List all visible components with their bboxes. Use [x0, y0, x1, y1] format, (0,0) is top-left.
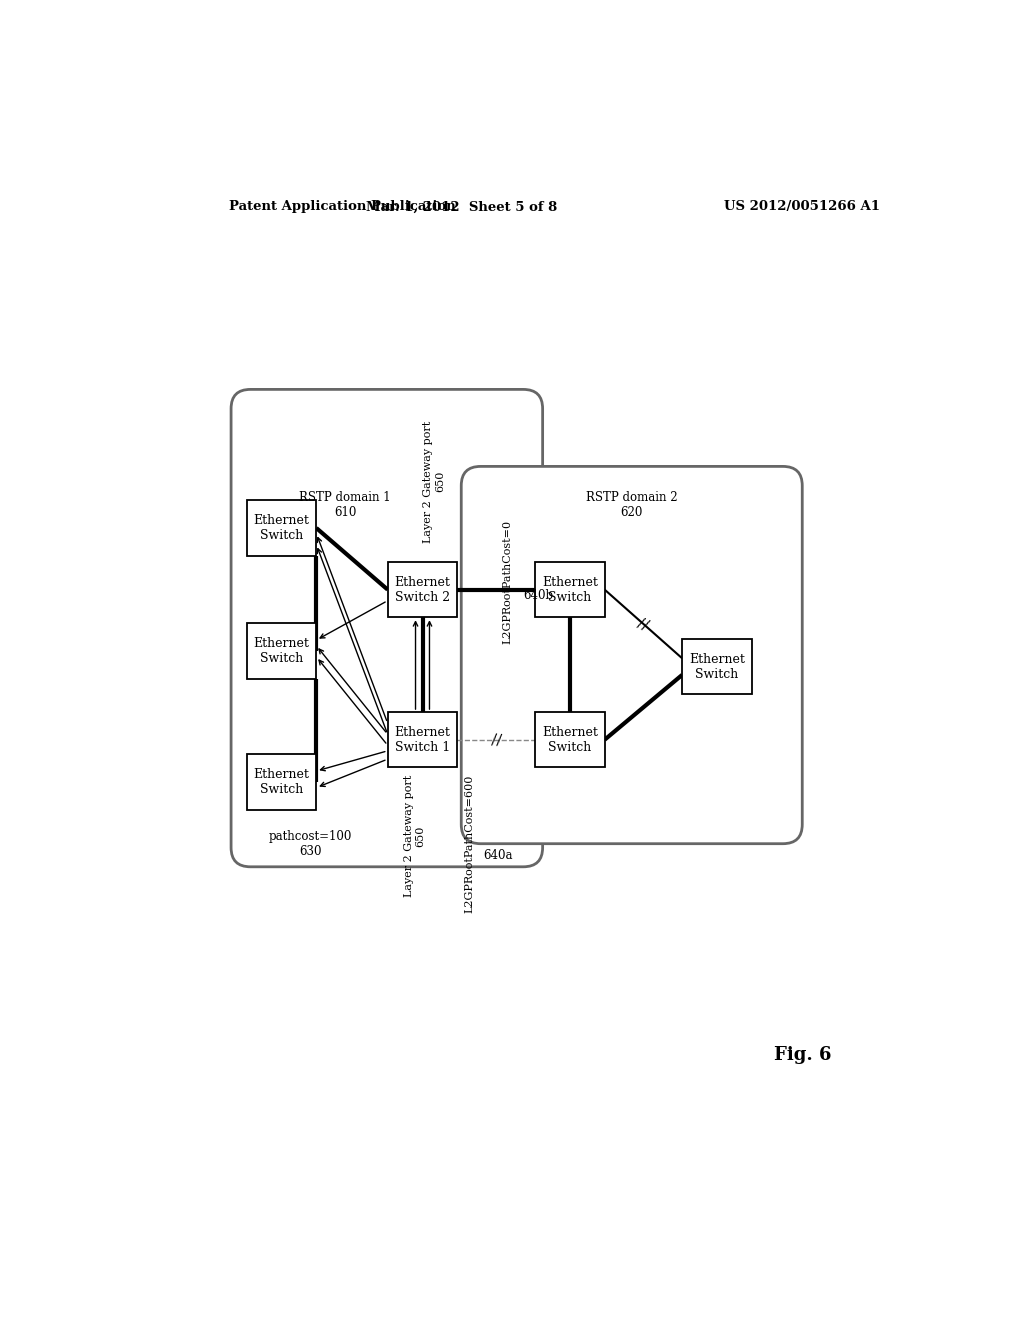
- Text: Patent Application Publication: Patent Application Publication: [228, 201, 456, 214]
- Text: Mar. 1, 2012  Sheet 5 of 8: Mar. 1, 2012 Sheet 5 of 8: [366, 201, 557, 214]
- Text: RSTP domain 2
620: RSTP domain 2 620: [586, 491, 678, 519]
- Text: //: //: [490, 733, 502, 747]
- Text: Ethernet
Switch: Ethernet Switch: [689, 652, 744, 681]
- Text: Ethernet
Switch 1: Ethernet Switch 1: [394, 726, 451, 754]
- Text: Fig. 6: Fig. 6: [773, 1047, 831, 1064]
- Text: pathcost=100
630: pathcost=100 630: [268, 830, 352, 858]
- FancyBboxPatch shape: [247, 623, 316, 678]
- Text: US 2012/0051266 A1: US 2012/0051266 A1: [724, 201, 881, 214]
- Text: Ethernet
Switch: Ethernet Switch: [542, 576, 598, 603]
- Text: Ethernet
Switch: Ethernet Switch: [254, 768, 309, 796]
- Text: Ethernet
Switch: Ethernet Switch: [542, 726, 598, 754]
- Text: L2GPRootPathCost=0: L2GPRootPathCost=0: [503, 520, 513, 644]
- Text: Ethernet
Switch: Ethernet Switch: [254, 513, 309, 543]
- Text: 640a: 640a: [483, 849, 512, 862]
- FancyBboxPatch shape: [388, 562, 458, 618]
- Text: Layer 2 Gateway port
650: Layer 2 Gateway port 650: [423, 421, 444, 543]
- Text: Ethernet
Switch: Ethernet Switch: [254, 638, 309, 665]
- FancyBboxPatch shape: [231, 389, 543, 867]
- FancyBboxPatch shape: [247, 755, 316, 810]
- FancyBboxPatch shape: [682, 639, 752, 694]
- Text: RSTP domain 1
610: RSTP domain 1 610: [299, 491, 391, 519]
- Text: 640b: 640b: [523, 589, 553, 602]
- FancyBboxPatch shape: [247, 500, 316, 556]
- Text: L2GPRootPathCost=600: L2GPRootPathCost=600: [464, 775, 474, 913]
- FancyBboxPatch shape: [388, 711, 458, 767]
- FancyBboxPatch shape: [535, 711, 604, 767]
- FancyBboxPatch shape: [535, 562, 604, 618]
- Text: Layer 2 Gateway port
650: Layer 2 Gateway port 650: [403, 775, 426, 898]
- Text: Ethernet
Switch 2: Ethernet Switch 2: [394, 576, 451, 603]
- Text: //: //: [636, 615, 651, 632]
- FancyBboxPatch shape: [461, 466, 802, 843]
